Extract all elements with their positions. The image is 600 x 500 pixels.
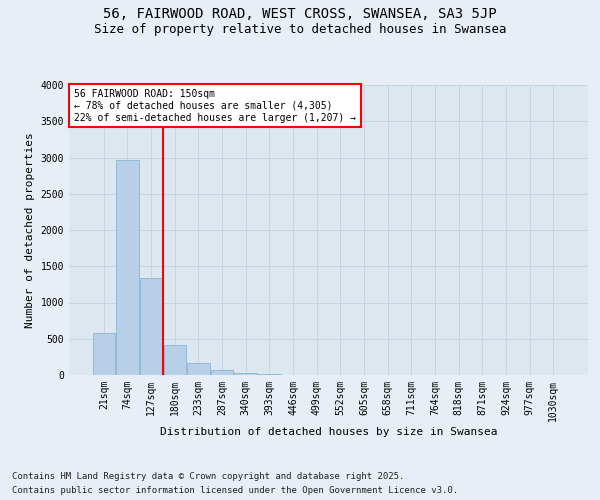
- Bar: [235, 373, 257, 375]
- Bar: [92, 333, 115, 375]
- Text: 56 FAIRWOOD ROAD: 150sqm
← 78% of detached houses are smaller (4,305)
22% of sem: 56 FAIRWOOD ROAD: 150sqm ← 78% of detach…: [74, 90, 356, 122]
- Text: 56, FAIRWOOD ROAD, WEST CROSS, SWANSEA, SA3 5JP: 56, FAIRWOOD ROAD, WEST CROSS, SWANSEA, …: [103, 8, 497, 22]
- Bar: [116, 160, 139, 375]
- Bar: [211, 370, 233, 375]
- Text: Contains public sector information licensed under the Open Government Licence v3: Contains public sector information licen…: [12, 486, 458, 495]
- Bar: [140, 278, 163, 375]
- Bar: [258, 374, 281, 375]
- Text: Contains HM Land Registry data © Crown copyright and database right 2025.: Contains HM Land Registry data © Crown c…: [12, 472, 404, 481]
- Bar: [164, 344, 186, 375]
- Bar: [187, 364, 209, 375]
- Text: Size of property relative to detached houses in Swansea: Size of property relative to detached ho…: [94, 22, 506, 36]
- Y-axis label: Number of detached properties: Number of detached properties: [25, 132, 35, 328]
- X-axis label: Distribution of detached houses by size in Swansea: Distribution of detached houses by size …: [160, 426, 497, 436]
